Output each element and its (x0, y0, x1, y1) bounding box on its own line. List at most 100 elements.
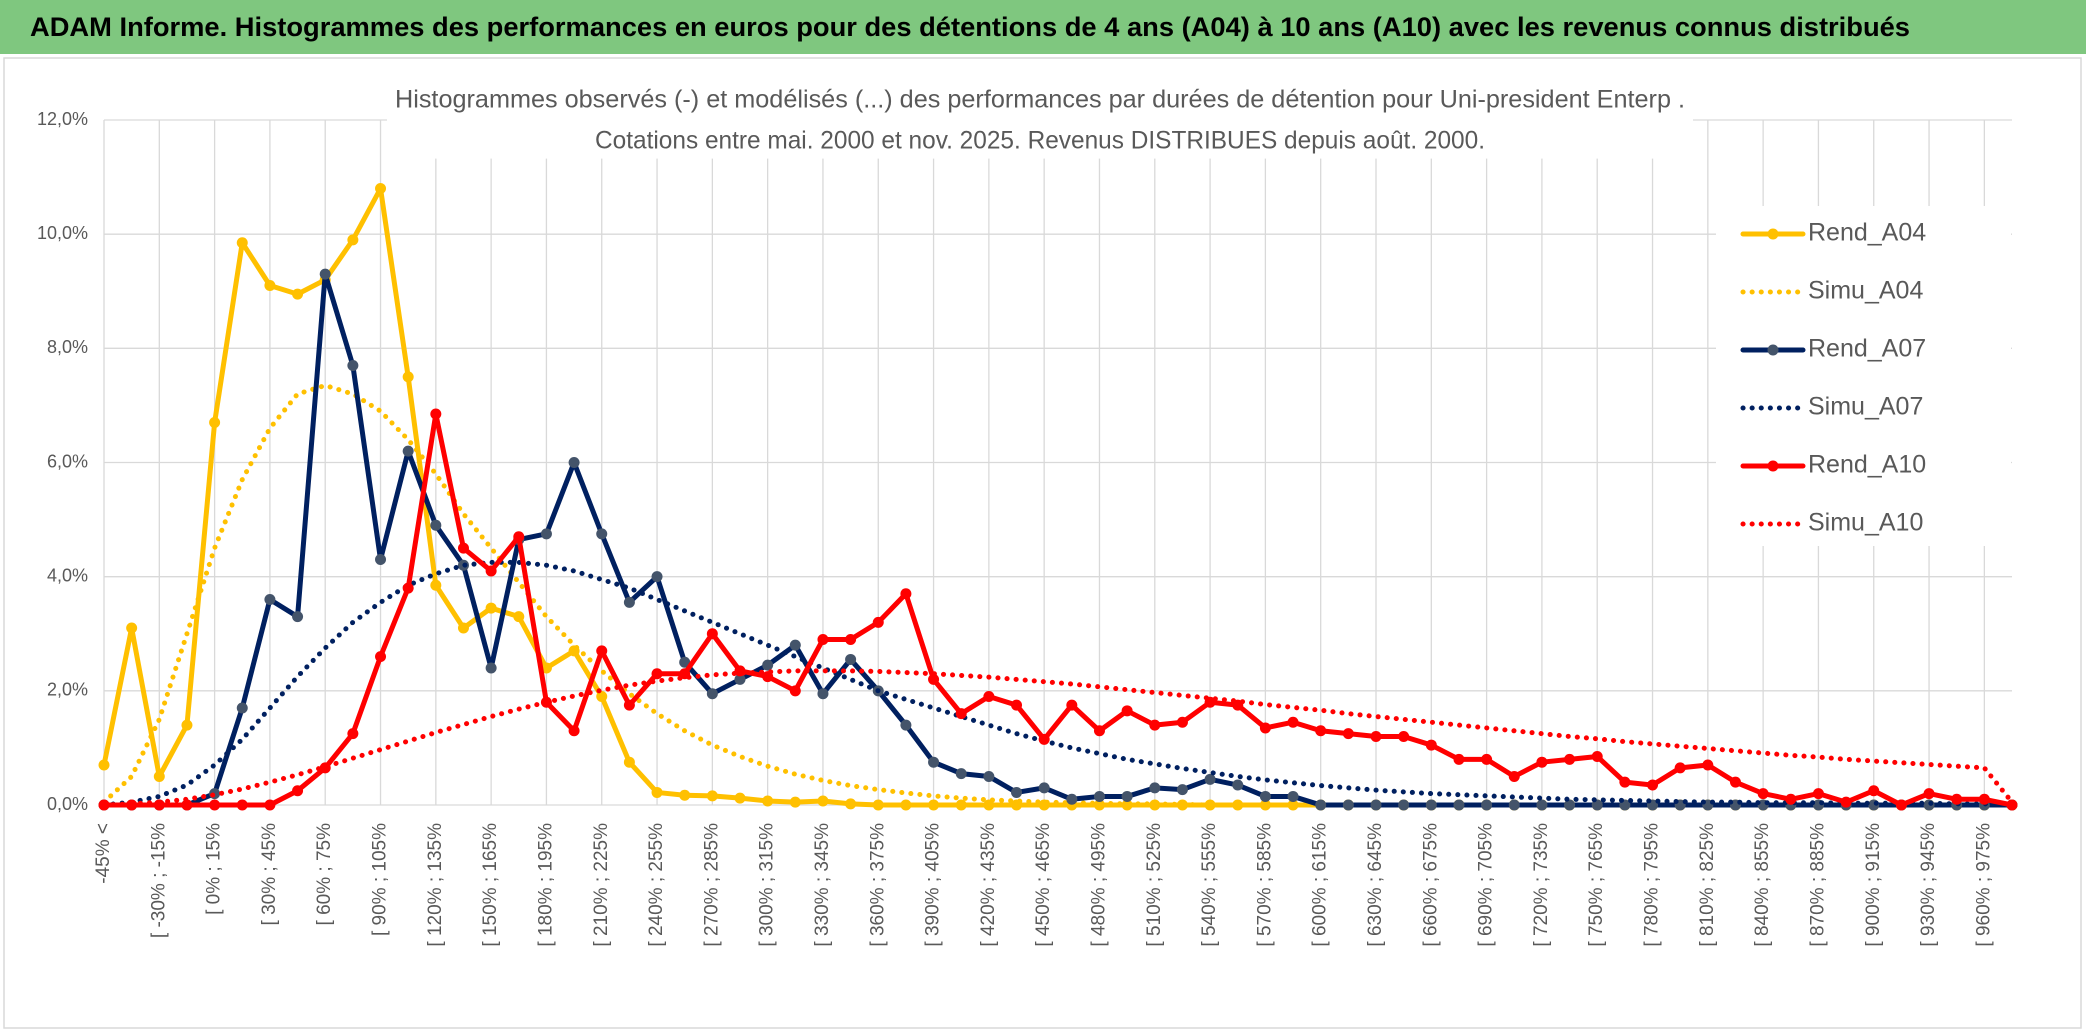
data-point (1011, 699, 1023, 711)
data-point (1757, 788, 1769, 800)
x-tick-label: [ 180% ; 195% (535, 823, 556, 947)
data-point (789, 796, 801, 808)
data-point (1674, 762, 1686, 774)
x-tick-label: [ 870% ; 885% (1807, 823, 1828, 947)
data-point (1481, 753, 1493, 765)
data-point (1149, 782, 1161, 794)
data-point (209, 417, 221, 429)
data-point (900, 719, 912, 731)
y-tick-label: 2,0% (47, 680, 88, 700)
x-tick-label: [ 0% ; 15% (204, 823, 225, 915)
x-tick-label: [ 690% ; 705% (1476, 823, 1497, 947)
data-point (1259, 722, 1271, 734)
data-point (596, 645, 608, 657)
x-tick-label: -45% < (93, 823, 114, 884)
data-point (928, 756, 940, 768)
data-point (402, 445, 414, 457)
data-point (900, 799, 912, 811)
x-tick-label: [ 360% ; 375% (867, 823, 888, 947)
legend-label: Rend_A04 (1808, 219, 1926, 247)
y-tick-label: 10,0% (37, 223, 88, 243)
data-point (1066, 793, 1078, 805)
data-point (98, 759, 110, 771)
y-tick-label: 6,0% (47, 451, 88, 471)
legend-label: Rend_A07 (1808, 335, 1926, 363)
banner-title: ADAM Informe. Histogrammes des performan… (30, 12, 1910, 42)
plot-area (98, 183, 2018, 811)
data-point (1038, 782, 1050, 794)
data-point (292, 785, 304, 797)
x-tick-label: [ 450% ; 465% (1033, 823, 1054, 947)
data-point (375, 651, 387, 663)
data-point (1370, 731, 1382, 742)
data-point (236, 799, 248, 811)
y-tick-label: 4,0% (47, 565, 88, 585)
data-point (1287, 716, 1299, 728)
data-point (1647, 779, 1659, 791)
data-point (817, 688, 829, 700)
data-point (1895, 799, 1907, 811)
x-tick-label: [ 90% ; 105% (370, 823, 391, 936)
x-tick-label: [ 630% ; 645% (1365, 823, 1386, 947)
data-point (623, 699, 635, 711)
data-point (126, 622, 138, 634)
data-point (1232, 779, 1244, 791)
data-point (1812, 788, 1824, 800)
data-point (375, 183, 387, 194)
data-point (651, 571, 663, 583)
x-tick-label: [ -30% ; -15% (148, 823, 169, 938)
x-tick-label: [ 300% ; 315% (757, 823, 778, 947)
data-point (928, 673, 940, 685)
data-point (2006, 799, 2018, 811)
data-point (430, 408, 442, 420)
data-point (236, 702, 248, 714)
data-point (762, 659, 774, 671)
grid: 0,0% 2,0% 4,0% 6,0% 8,0% 10,0% 12,0% -45% < [ -3… (37, 109, 2012, 947)
data-point (706, 688, 718, 700)
data-point (568, 457, 580, 468)
data-point (347, 728, 359, 740)
data-point (292, 611, 304, 623)
data-point (1342, 799, 1354, 811)
data-point (1702, 759, 1714, 771)
data-point (513, 611, 525, 623)
data-point (1149, 719, 1161, 731)
data-point (347, 234, 359, 246)
x-tick-label: [ 120% ; 135% (425, 823, 446, 947)
data-point (236, 237, 248, 249)
data-point (1508, 770, 1520, 782)
x-tick-label: [ 750% ; 765% (1586, 823, 1607, 947)
data-point (485, 565, 497, 577)
data-point (817, 795, 829, 807)
model-line (101, 668, 2015, 808)
data-point (1840, 796, 1852, 808)
data-point (430, 579, 442, 591)
data-point (1978, 793, 1990, 805)
data-point (845, 653, 857, 665)
data-point (153, 770, 165, 782)
data-point (181, 799, 193, 811)
data-point (1315, 725, 1327, 737)
data-point (872, 616, 884, 628)
x-tick-label: [ 420% ; 435% (978, 823, 999, 947)
data-point (347, 359, 359, 371)
data-point (402, 582, 414, 594)
data-point (651, 786, 663, 798)
data-point (1923, 788, 1935, 800)
data-point (1342, 728, 1354, 740)
data-point (1121, 790, 1133, 802)
data-point (679, 656, 691, 668)
x-tick-label: [ 570% ; 585% (1254, 823, 1275, 947)
data-point (1536, 799, 1548, 811)
x-tick-label: [ 930% ; 945% (1918, 823, 1939, 947)
data-point (1564, 753, 1576, 765)
data-point (1370, 799, 1382, 811)
data-point (1453, 799, 1465, 811)
data-point (679, 789, 691, 801)
data-point (596, 691, 608, 703)
data-point (568, 725, 580, 737)
data-point (1425, 739, 1437, 751)
x-tick-label: [ 900% ; 915% (1863, 823, 1884, 947)
